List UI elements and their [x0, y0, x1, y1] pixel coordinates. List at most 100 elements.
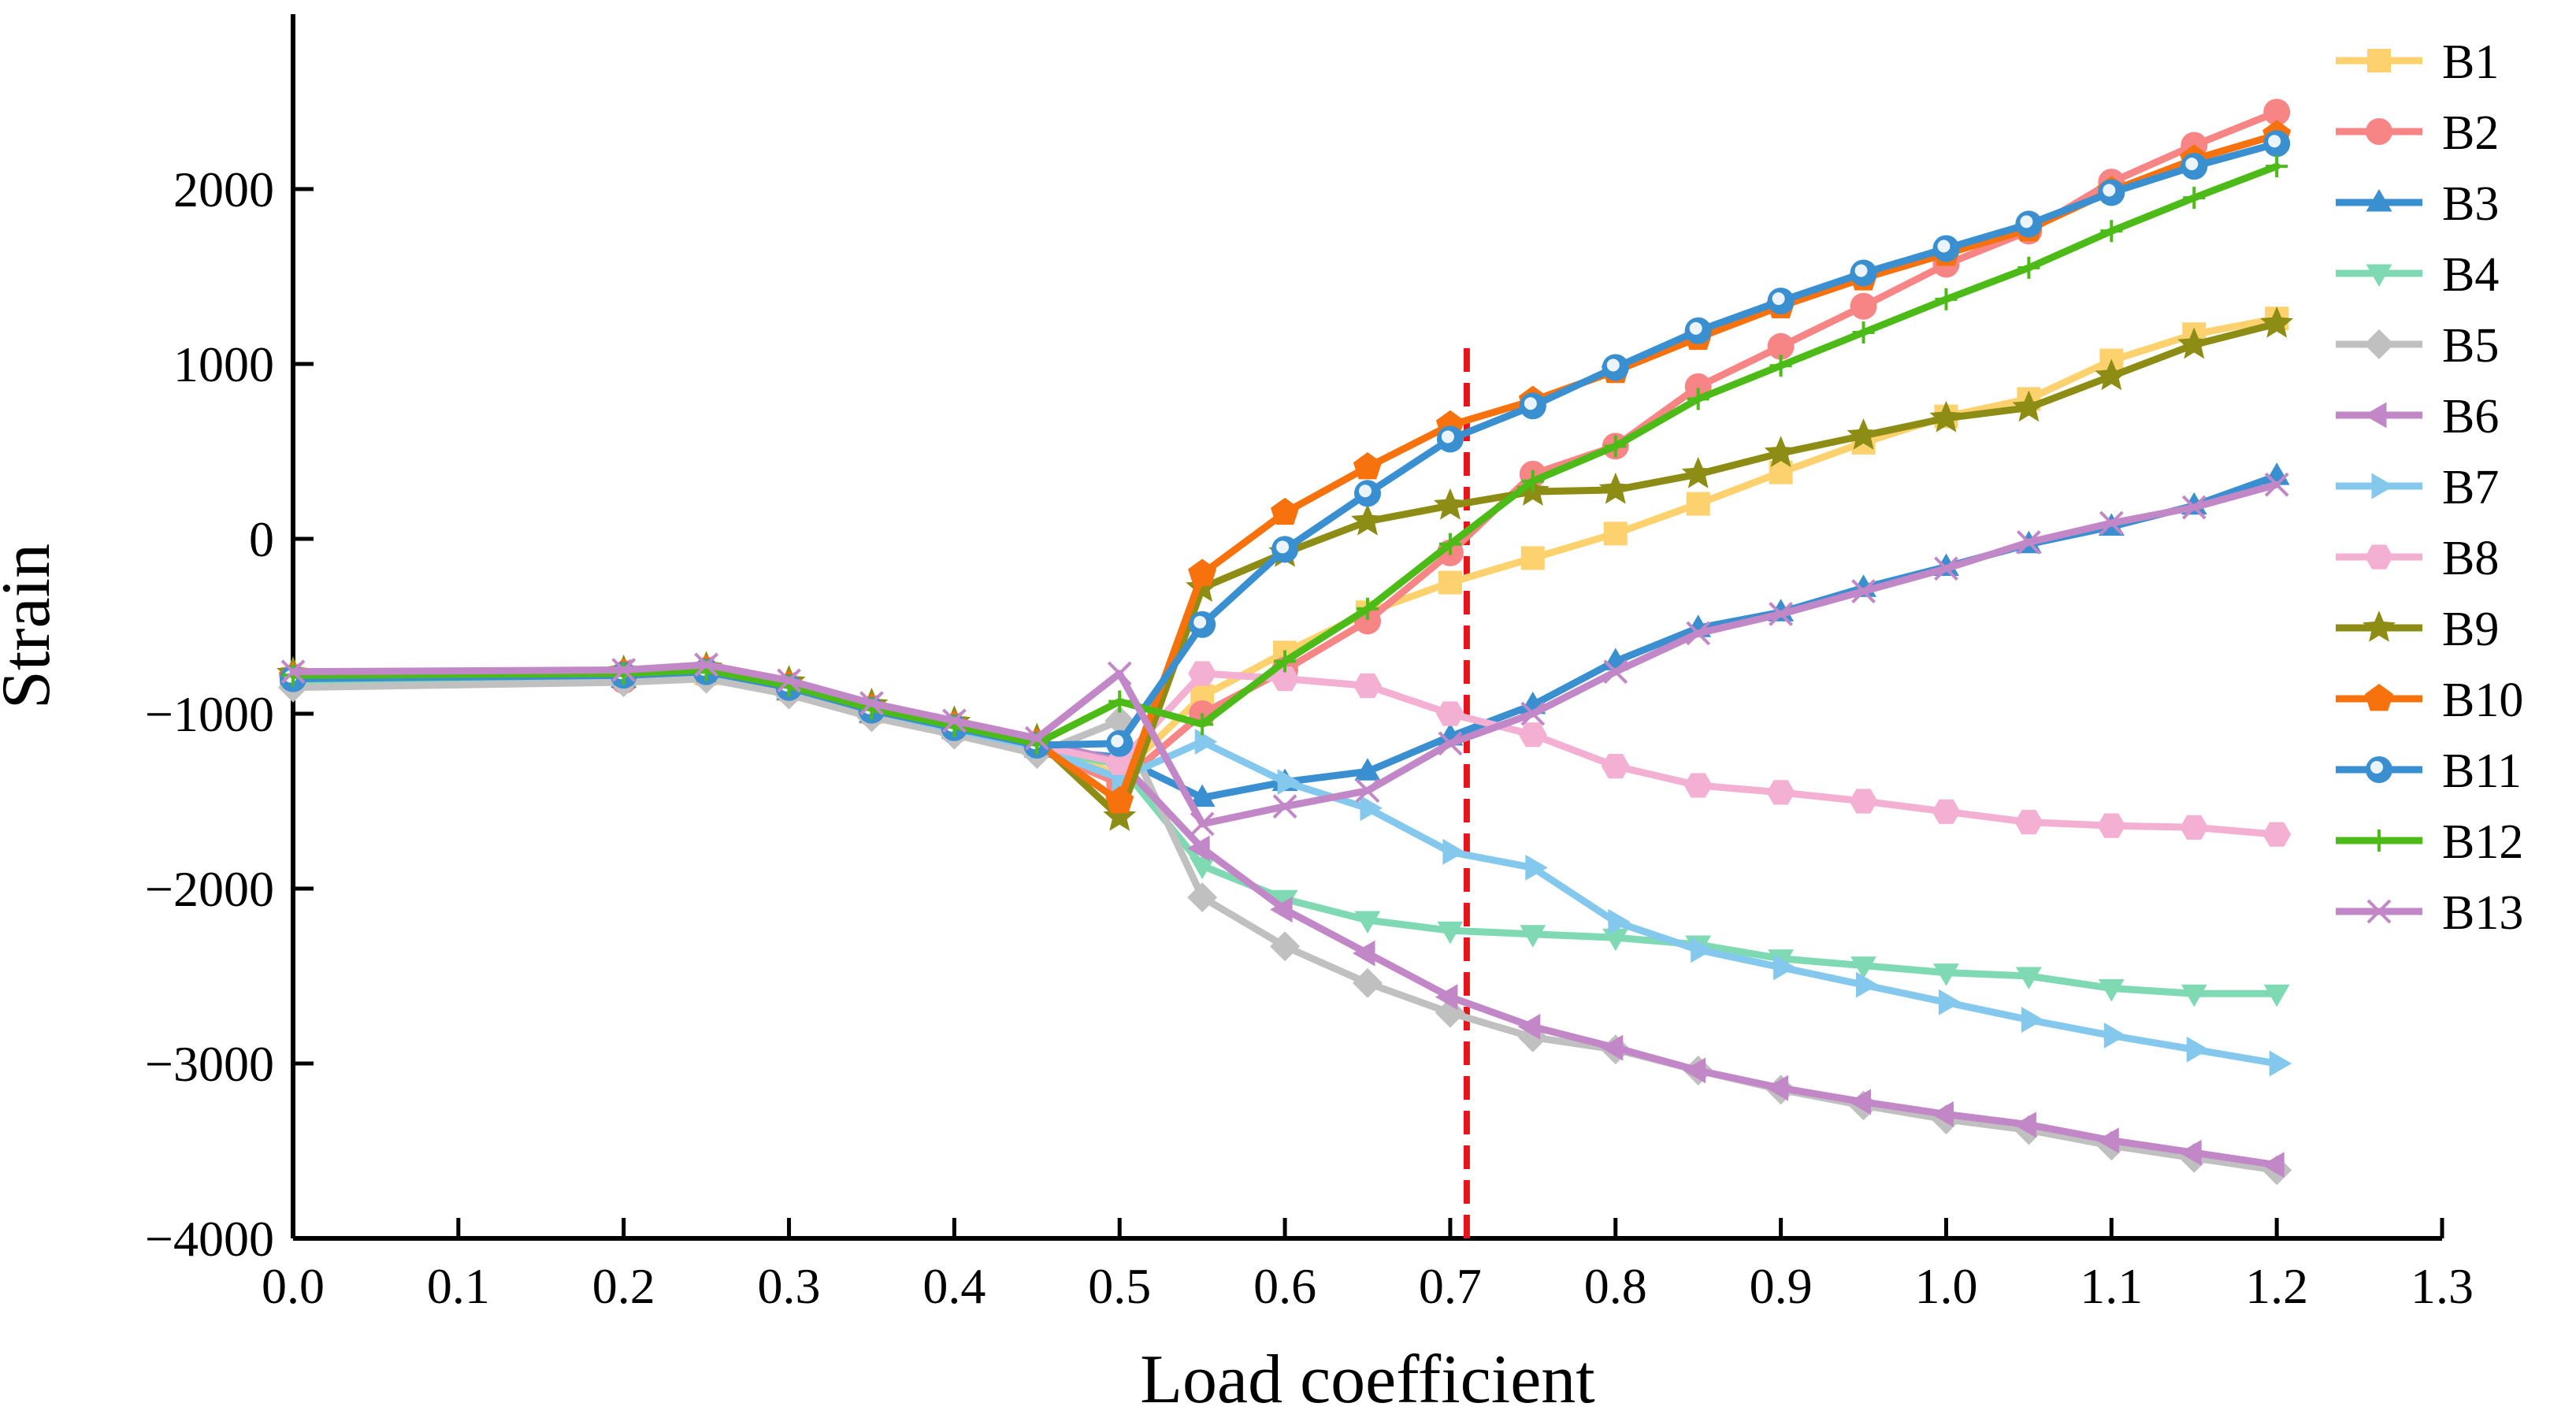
series-line-b10 [289, 131, 2281, 805]
data-point-b13 [1603, 659, 1628, 685]
y-axis-title: Strain [0, 544, 65, 709]
data-point-b8 [1353, 673, 1382, 699]
marker-ring-highlight [2020, 215, 2033, 228]
data-point-b13 [280, 659, 306, 685]
data-point-b9 [1764, 436, 1798, 467]
y-tick-label: −2000 [145, 861, 274, 917]
data-point-b13 [2016, 530, 2041, 555]
data-point-b2 [1767, 332, 1795, 360]
y-tick-label: 0 [249, 511, 274, 567]
legend-label-b3: B3 [2442, 177, 2499, 231]
series-b9 [277, 306, 2294, 831]
data-point-b11 [2015, 210, 2043, 238]
marker-x-b [1769, 602, 1794, 626]
data-point-b11 [1767, 288, 1795, 315]
marker-x-b [777, 668, 801, 693]
data-point-b13 [1686, 621, 1711, 646]
data-point-b11 [1271, 536, 1299, 563]
y-tick-label: −1000 [145, 686, 274, 742]
data-point-b6 [1600, 1034, 1624, 1061]
data-point-b12 [2017, 256, 2040, 279]
marker-ring-highlight [1276, 540, 1290, 554]
data-point-b9 [2177, 327, 2211, 359]
data-point-b12 [1191, 713, 1214, 736]
x-tick-label: 0.2 [592, 1258, 655, 1314]
x-tick-label: 0.4 [922, 1258, 985, 1314]
data-point-b5 [1353, 967, 1383, 998]
data-point-b7 [1691, 937, 1713, 963]
data-point-b13 [777, 668, 801, 693]
data-point-b11 [1932, 235, 1960, 262]
legend-item-b10: B10 [2336, 674, 2523, 727]
data-point-b9 [1847, 418, 1880, 450]
data-point-b4 [2098, 979, 2125, 1002]
data-point-b8 [1188, 661, 1217, 686]
data-point-b7 [1856, 971, 1879, 998]
data-point-b13 [2264, 472, 2289, 497]
data-point-b4 [1520, 925, 1546, 948]
legend-label-b4: B4 [2442, 248, 2499, 302]
data-point-b9 [1103, 800, 1137, 831]
data-point-b3 [1189, 784, 1216, 807]
legend-item-b3: B3 [2336, 177, 2499, 231]
legend-label-b5: B5 [2442, 319, 2499, 373]
data-point-b12 [1769, 354, 1792, 377]
data-point-b4 [2263, 984, 2290, 1008]
data-point-b12 [1274, 650, 1297, 673]
data-point-b13 [1024, 726, 1049, 751]
data-point-b12 [2183, 187, 2206, 210]
legend-marker-b2 [2366, 118, 2392, 145]
data-point-b11 [1436, 425, 1464, 453]
marker-x-b [941, 708, 967, 733]
series-b2 [280, 98, 2291, 797]
x-tick-label: 0.1 [427, 1258, 490, 1314]
legend-item-b8: B8 [2336, 532, 2499, 585]
series-line-b13 [289, 481, 2281, 828]
data-point-b6 [1765, 1075, 1789, 1101]
x-tick-label: 0.7 [1419, 1258, 1482, 1314]
marker-ring-highlight [2103, 184, 2116, 197]
legend-item-b9: B9 [2336, 603, 2499, 656]
data-point-b13 [2181, 495, 2207, 520]
legend-item-b6: B6 [2336, 390, 2499, 444]
legend-item-b1: B1 [2336, 35, 2499, 89]
data-point-b11 [1602, 354, 1629, 381]
data-point-b8 [1435, 701, 1464, 726]
legend: B1 B2 B3 B4 B5 B6 B7 B8 B9 B10 B11 B12 B13 [2336, 35, 2523, 940]
data-point-b2 [1850, 292, 1877, 320]
data-point-b13 [1520, 701, 1546, 726]
data-point-b11 [2181, 153, 2208, 180]
data-point-b8 [1932, 799, 1961, 824]
series-line-b5 [289, 675, 2281, 1174]
data-point-b11 [1106, 729, 1134, 757]
data-point-b8 [2014, 810, 2043, 835]
data-point-b8 [1849, 789, 1878, 814]
data-point-b7 [1360, 795, 1383, 822]
x-tick-label: 1.2 [2245, 1258, 2308, 1314]
data-point-b7 [1194, 729, 1218, 755]
marker-x-b [694, 652, 719, 677]
data-point-b11 [2098, 179, 2125, 206]
legend-marker-b4 [2366, 264, 2392, 287]
marker-ring-highlight [1441, 430, 1454, 444]
data-point-b12 [1604, 435, 1627, 458]
legend-marker-b13 [2366, 899, 2392, 924]
legend-item-b7: B7 [2336, 461, 2499, 514]
data-point-b13 [2099, 510, 2124, 536]
marker-ring-highlight [2185, 158, 2199, 171]
data-point-b6 [2179, 1139, 2202, 1166]
data-point-b6 [1435, 984, 1458, 1011]
series-b6 [278, 655, 2285, 1179]
data-point-b7 [2186, 1036, 2210, 1063]
data-point-b1 [1603, 522, 1628, 546]
marker-ring-highlight [1359, 484, 1372, 498]
marker-ring-highlight [2268, 135, 2281, 148]
data-point-b12 [1852, 321, 1875, 344]
series-b10 [278, 120, 2292, 814]
legend-item-b5: B5 [2336, 319, 2499, 373]
legend-marker-b10 [2364, 684, 2394, 711]
data-point-b12 [1357, 597, 1379, 620]
x-axis-title: Load coefficient [1140, 1342, 1594, 1418]
data-point-b13 [859, 691, 884, 716]
